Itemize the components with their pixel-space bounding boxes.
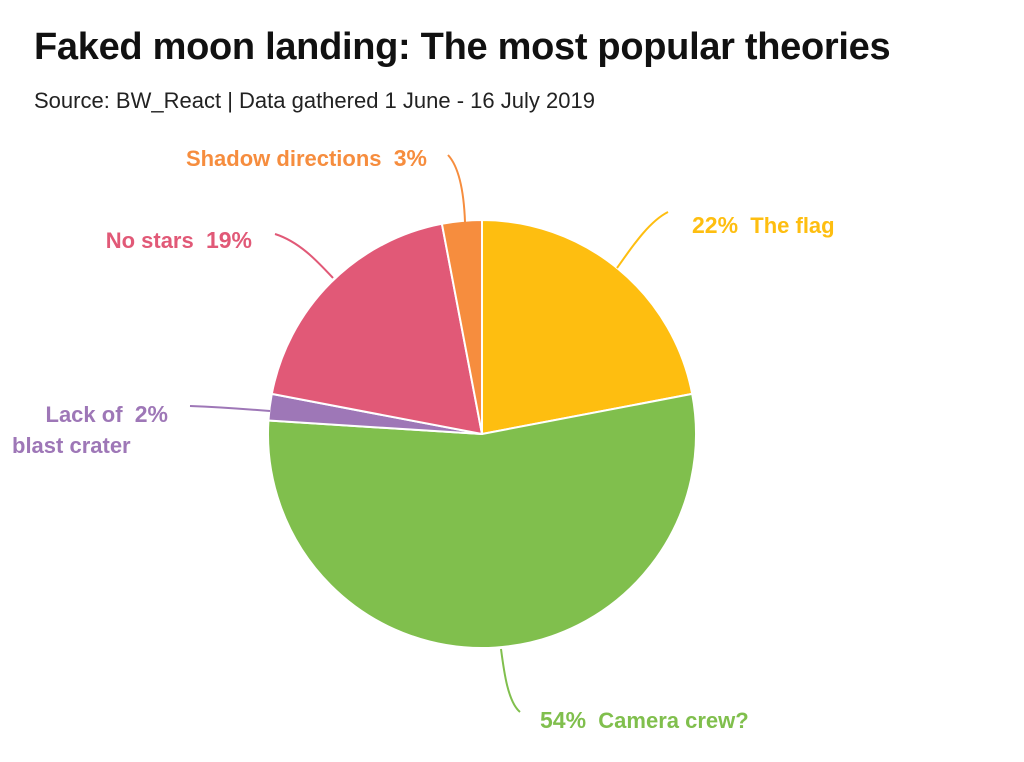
slice-label: 54% Camera crew? [540,707,749,733]
chart-subtitle: Source: BW_React | Data gathered 1 June … [34,88,595,113]
slice-label: Lack of 2% [46,401,169,427]
slice-label: No stars 19% [106,227,252,253]
slice-name-label: No stars [106,228,206,253]
pie-slice-the-flag [481,219,694,435]
slice-label: 22% The flag [692,212,835,238]
slice-percent-label: 2% [135,401,168,427]
leader-line [616,211,669,269]
slice-percent-label: 19% [206,227,252,253]
pie-slice-shadow-directions [440,219,483,435]
chart-title: Faked moon landing: The most popular the… [34,26,891,68]
leader-line [274,233,334,279]
slice-percent-label: 54% [540,707,586,733]
slice-name-label: The flag [738,213,835,238]
slice-percent-label: 3% [394,145,427,171]
slice-label: Shadow directions 3% [186,145,427,171]
slice-name-label: Shadow directions [186,146,394,171]
slice-name-label: Camera crew? [586,708,749,733]
leader-line [500,648,521,713]
slice-name-label-line-2: blast crater [12,433,131,458]
leader-line [447,154,466,223]
pie-slice-camera-crew [267,392,697,649]
slice-percent-label: 22% [692,212,738,238]
slice-name-label: Lack of [46,402,135,427]
pie-slice-no-stars [270,222,483,435]
leader-line [189,405,271,412]
